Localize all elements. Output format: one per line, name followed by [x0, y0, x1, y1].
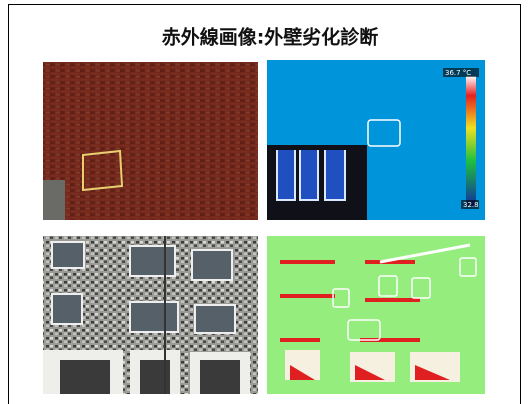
- photo-brick-wall: [43, 62, 258, 220]
- thermal-brick-wall: 36.7 °C 32.8: [267, 60, 485, 220]
- thermal-building: [267, 236, 485, 394]
- scale-min-label: 32.8: [463, 201, 479, 209]
- color-scale: [466, 76, 476, 206]
- photo-building: [43, 236, 258, 394]
- slide-title: 赤外線画像:外壁劣化診断: [162, 26, 379, 49]
- scale-max-label: 36.7 °C: [445, 69, 471, 77]
